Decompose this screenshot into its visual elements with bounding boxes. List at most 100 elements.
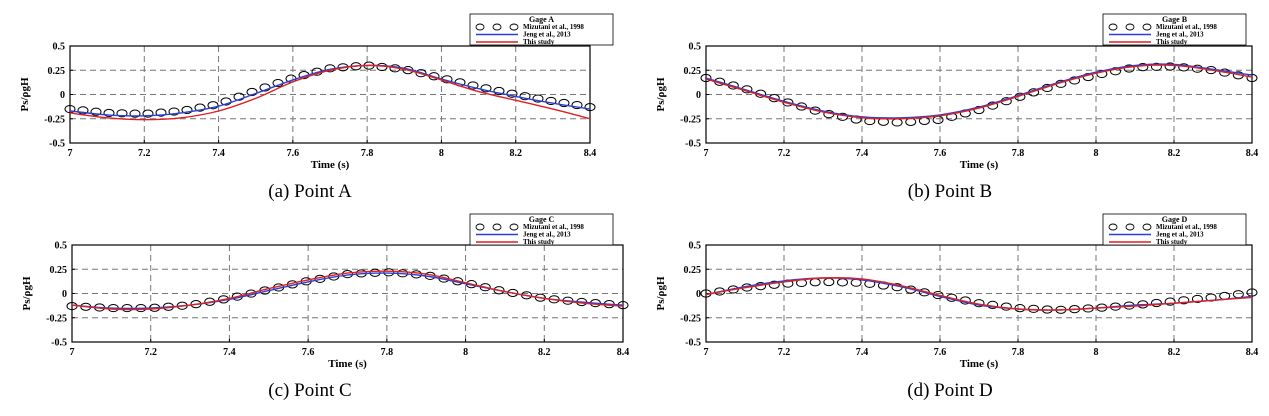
y-tick-label: -0.5 xyxy=(685,338,701,349)
data-point-marker xyxy=(506,89,518,98)
legend-entry: Jeng et al., 2013 xyxy=(1156,231,1204,239)
x-tick-label: 7.2 xyxy=(778,148,791,159)
chart-panel-2: 7 7.2 7.4 7.6 7.8 8 8.2 8.4 0.5 0.25 0 -0.25 -0.5 Tim… xyxy=(655,13,1259,202)
data-point-marker xyxy=(142,109,154,118)
x-tick-label: 7.2 xyxy=(138,148,151,159)
y-tick-label: -0.25 xyxy=(46,313,67,324)
data-point-marker xyxy=(155,108,167,117)
x-tick-label: 8 xyxy=(1094,148,1099,159)
x-tick-label: 8 xyxy=(1094,347,1099,358)
x-tick-label: 7.6 xyxy=(934,148,947,159)
legend-marker xyxy=(1108,23,1118,31)
data-point-marker xyxy=(584,103,596,112)
data-point-marker xyxy=(415,69,427,78)
data-point-marker xyxy=(768,280,780,289)
x-tick-label: 7.4 xyxy=(856,148,869,159)
data-point-marker xyxy=(90,107,102,116)
data-point-marker xyxy=(207,101,219,110)
x-tick-label: 8.2 xyxy=(509,148,522,159)
data-point-marker xyxy=(383,268,395,277)
data-point-marker xyxy=(1191,294,1203,304)
data-point-marker xyxy=(233,92,245,101)
data-point-marker xyxy=(1232,290,1244,299)
y-tick-label: 0 xyxy=(696,90,701,101)
legend-entry: Mizutani et al., 1998 xyxy=(523,223,584,231)
data-point-marker xyxy=(891,118,903,127)
series-line-3 xyxy=(705,64,1253,120)
data-point-marker xyxy=(493,286,505,295)
series-line-3 xyxy=(705,277,1253,311)
legend-title: Gage C xyxy=(529,215,555,224)
data-point-marker xyxy=(823,277,835,287)
y-tick-label: -0.5 xyxy=(49,139,65,150)
x-tick-label: 7.6 xyxy=(302,347,315,358)
legend-marker xyxy=(509,23,519,31)
y-tick-label: 0.5 xyxy=(53,42,66,53)
legend-entry: Mizutani et al., 1998 xyxy=(523,23,584,31)
x-tick-label: 7.2 xyxy=(144,347,157,358)
data-point-marker xyxy=(1137,63,1149,72)
x-tick-label: 8.4 xyxy=(1246,148,1259,159)
series-line-2 xyxy=(71,272,624,310)
x-tick-label: 7.4 xyxy=(223,347,236,358)
data-point-marker xyxy=(1205,293,1217,302)
y-axis-label: Ps/ρgH xyxy=(655,276,667,310)
legend-title: Gage A xyxy=(529,15,554,24)
x-axis-label: Time (s) xyxy=(328,358,367,370)
data-point-marker xyxy=(1014,304,1026,313)
data-point-marker xyxy=(905,117,917,127)
legend-marker xyxy=(1108,223,1118,231)
legend-marker xyxy=(509,223,519,231)
x-axis-label: Time (s) xyxy=(311,159,350,171)
data-point-marker xyxy=(558,98,570,108)
data-point-marker xyxy=(1028,304,1040,313)
x-axis-label: Time (s) xyxy=(960,159,999,171)
series-line-2 xyxy=(69,64,591,117)
x-tick-label: 7.6 xyxy=(934,347,947,358)
chart-panel-4: 7 7.2 7.4 7.6 7.8 8 8.2 8.4 0.5 0.25 0 -0.25 -0.5 Tim… xyxy=(655,213,1258,401)
data-point-marker xyxy=(103,108,115,118)
data-point-marker xyxy=(1150,62,1162,71)
legend-marker xyxy=(492,223,502,231)
data-point-marker xyxy=(545,96,557,106)
x-tick-label: 8.2 xyxy=(1168,347,1181,358)
data-point-marker xyxy=(1246,288,1258,297)
x-tick-label: 7.4 xyxy=(212,148,225,159)
x-tick-label: 7.8 xyxy=(1012,148,1025,159)
data-point-marker xyxy=(1164,297,1176,306)
y-tick-label: -0.25 xyxy=(680,313,701,324)
y-tick-label: 0 xyxy=(60,90,65,101)
x-tick-label: 7 xyxy=(704,148,709,159)
x-tick-label: 7.2 xyxy=(778,347,791,358)
y-tick-label: -0.5 xyxy=(685,139,701,150)
x-tick-label: 8 xyxy=(439,148,444,159)
data-point-marker xyxy=(1164,62,1176,71)
data-point-marker xyxy=(1150,298,1162,308)
data-point-marker xyxy=(480,84,492,93)
data-point-marker xyxy=(837,278,848,287)
data-point-marker xyxy=(116,109,128,118)
data-point-marker xyxy=(181,105,193,115)
panel-caption: (a) Point A xyxy=(268,181,352,202)
x-tick-label: 7.8 xyxy=(381,347,394,358)
x-tick-label: 7.8 xyxy=(361,148,374,159)
data-point-marker xyxy=(932,115,944,124)
legend-entry: Jeng et al., 2013 xyxy=(523,31,571,39)
y-axis-label: Ps/ρgH xyxy=(19,77,31,111)
legend-entry: Jeng et al., 2013 xyxy=(523,231,571,239)
y-axis-label: Ps/ρgH xyxy=(21,276,33,310)
data-point-marker xyxy=(532,94,544,103)
chart-panel-3: 7 7.2 7.4 7.6 7.8 8 8.2 8.4 0.5 0.25 0 -0.25 -0.5 Tim… xyxy=(21,213,629,401)
y-tick-label: -0.25 xyxy=(44,114,65,125)
legend-entry: This study xyxy=(523,38,555,46)
data-point-marker xyxy=(220,97,232,106)
y-tick-label: 0 xyxy=(696,289,701,300)
data-point-marker xyxy=(493,86,505,96)
legend-title: Gage B xyxy=(1162,15,1188,24)
x-tick-label: 7 xyxy=(704,347,709,358)
legend-entry: This study xyxy=(1156,238,1188,246)
data-point-marker xyxy=(809,278,821,287)
data-point-marker xyxy=(194,103,206,112)
